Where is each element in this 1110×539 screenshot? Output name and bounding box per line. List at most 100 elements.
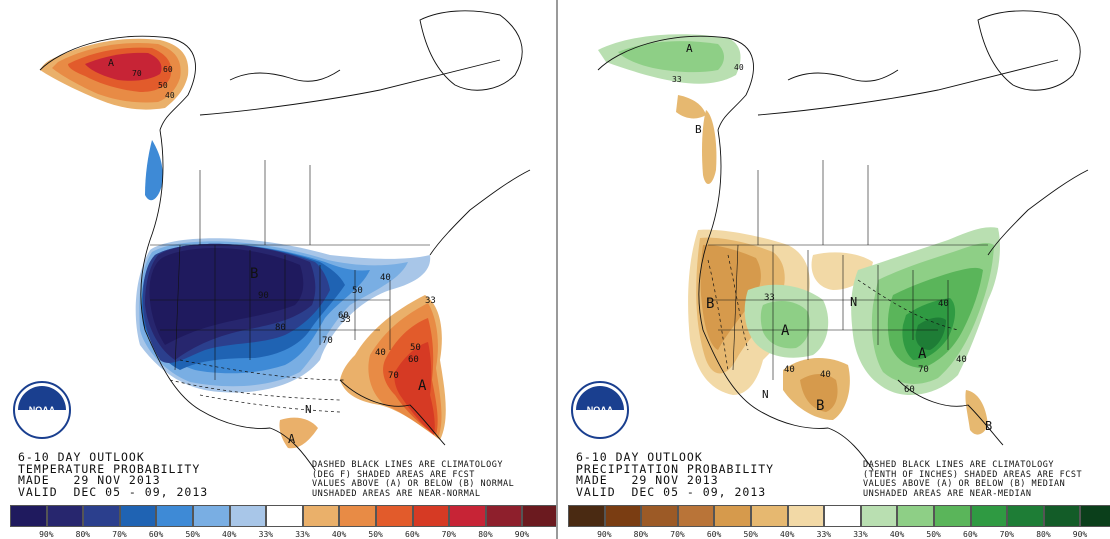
- prob-label-ak-50: 50: [158, 81, 168, 90]
- precipitation-legend-swatch: [933, 505, 971, 527]
- temperature-legend-swatch: [485, 505, 523, 527]
- precipitation-legend-label: 40%: [780, 530, 795, 539]
- above-40-alaska-area: [618, 41, 724, 73]
- prob-label-40c: 40: [956, 355, 967, 365]
- prob-label-east-60: 60: [408, 355, 419, 365]
- prob-label-33: 33: [764, 293, 775, 303]
- precipitation-map: B B B B A A A N N 40 40 33 60 70 40 40 4…: [597, 10, 1089, 471]
- precipitation-legend-swatch: [568, 505, 605, 527]
- precipitation-legend-label: 40%: [889, 530, 905, 539]
- temperature-legend-label: 80%: [75, 530, 91, 539]
- prob-label-east-33: 33: [425, 296, 436, 306]
- precipitation-legend-label: 70%: [670, 530, 685, 539]
- temperature-title-block: 6-10 DAY OUTLOOK TEMPERATURE PROBABILITY…: [18, 450, 209, 499]
- above-label-east: A: [918, 346, 927, 362]
- below-90-area: [149, 247, 304, 345]
- precipitation-legend-labels: 90% 80% 70% 60% 50% 40% 33% 33% 40% 50% 60% 70% 80% 9…: [568, 530, 1087, 539]
- temperature-legend-label: 40%: [222, 530, 237, 539]
- temperature-legend-swatch: [83, 505, 120, 527]
- temperature-legend-label: 80%: [478, 530, 493, 539]
- precipitation-legend-swatch: [860, 505, 898, 527]
- temperature-legend-label: 70%: [112, 530, 127, 539]
- temperature-legend-label: 60%: [148, 530, 164, 539]
- title-line: 6-10 DAY OUTLOOK: [18, 450, 145, 464]
- below-40-florida-area: [965, 390, 988, 435]
- precipitation-legend-label: 90%: [1072, 530, 1088, 539]
- title-line: MADE 29 NOV 2013: [18, 473, 161, 487]
- precipitation-legend-swatch: [604, 505, 642, 527]
- prob-label-60: 60: [904, 385, 915, 395]
- prob-label-40a: 40: [784, 365, 795, 375]
- precipitation-legend-label: 33%: [853, 530, 868, 539]
- climatology-lines: [169, 359, 346, 413]
- prob-label-80: 80: [275, 323, 286, 333]
- prob-label-70: 70: [322, 336, 333, 346]
- nw-coast-below-area: [145, 140, 163, 201]
- above-70-east-area: [915, 317, 946, 350]
- below-50-west-area: [700, 244, 761, 350]
- precipitation-title-block: 6-10 DAY OUTLOOK PRECIPITATION PROBABILI…: [576, 450, 775, 498]
- temperature-legend-label: 70%: [441, 530, 457, 539]
- below-label-alaska: B: [695, 123, 702, 136]
- note-line: DASHED BLACK LINES ARE CLIMATOLOGY: [312, 460, 503, 470]
- state-borders: [708, 160, 988, 380]
- note-line: (DEG F) SHADED AREAS ARE FCST: [312, 469, 475, 480]
- temperature-legend-label: 90%: [39, 530, 54, 539]
- title-line: PRECIPITATION PROBABILITY: [576, 461, 775, 476]
- temperature-legend-label: 33%: [295, 530, 310, 539]
- temperature-legend-swatch: [412, 505, 450, 527]
- temperature-legend-label: 50%: [185, 530, 200, 539]
- below-label-southwest: B: [816, 398, 824, 414]
- temperature-legend-swatch: [375, 505, 413, 527]
- precipitation-legend-label: 33%: [816, 530, 832, 539]
- precipitation-legend-swatch: [1007, 505, 1044, 527]
- prob-label-ak-40: 40: [734, 63, 744, 72]
- precipitation-legend-swatch: [641, 505, 678, 527]
- temperature-legend-label: 50%: [368, 530, 383, 539]
- prob-label-ak-70: 70: [132, 69, 142, 78]
- title-line: TEMPERATURE PROBABILITY: [18, 461, 201, 476]
- temperature-legend-labels: 90% 80% 70% 60% 50% 40% 33% 33% 40% 50% 60% 70% 80% 9…: [10, 530, 529, 539]
- note-line: VALUES ABOVE (A) OR BELOW (B) MEDIAN: [863, 479, 1066, 489]
- prob-label-90: 90: [258, 291, 269, 301]
- precipitation-legend-swatch: [714, 505, 751, 527]
- temperature-legend-swatch: [119, 505, 157, 527]
- near-median-label-west: N: [762, 388, 769, 401]
- above-33-south-area: [279, 417, 318, 449]
- coastlines: [39, 10, 531, 471]
- temperature-legend-swatch: [339, 505, 376, 527]
- prob-label-50: 50: [352, 286, 363, 296]
- prob-label-33: 33: [340, 315, 351, 325]
- prob-label-east-50: 50: [410, 343, 421, 353]
- prob-label-40b: 40: [820, 370, 831, 380]
- precipitation-legend: [568, 505, 1110, 527]
- note-line: UNSHADED AREAS ARE NEAR-MEDIAN: [863, 488, 1032, 499]
- title-line: MADE 29 NOV 2013: [576, 473, 719, 487]
- precipitation-legend-swatch: [677, 505, 715, 527]
- below-label-florida: B: [985, 419, 992, 433]
- above-label-south: A: [288, 432, 296, 446]
- svg-text:NOAA: NOAA: [29, 405, 56, 415]
- prob-label-ak-40: 40: [165, 91, 175, 100]
- temperature-map: B 90 80 70 60 50 40 33 40 50 60 70 33 A …: [39, 10, 531, 471]
- prob-label-60: 60: [338, 311, 349, 321]
- temperature-legend-swatch: [266, 505, 303, 527]
- title-line: VALID DEC 05 - 09, 2013: [18, 484, 209, 499]
- prob-label-40: 40: [380, 273, 391, 283]
- near-normal-label: N: [305, 403, 312, 416]
- noaa-logo: NOAA: [571, 381, 629, 439]
- precipitation-legend-swatch: [787, 505, 825, 527]
- temperature-legend: [10, 505, 556, 527]
- temperature-legend-swatch: [156, 505, 193, 527]
- title-line: 6-10 DAY OUTLOOK: [576, 450, 703, 464]
- temperature-legend-label: 60%: [405, 530, 420, 539]
- above-label-east: A: [418, 378, 427, 394]
- precipitation-legend-label: 50%: [743, 530, 758, 539]
- precipitation-legend-swatch: [897, 505, 934, 527]
- temperature-legend-swatch: [522, 505, 556, 527]
- svg-text:NOAA: NOAA: [587, 405, 614, 415]
- precipitation-legend-label: 80%: [633, 530, 649, 539]
- note-line: VALUES ABOVE (A) OR BELOW (B) NORMAL: [312, 479, 515, 489]
- above-label-alaska: A: [686, 42, 693, 55]
- prob-label-east-70: 70: [388, 371, 399, 381]
